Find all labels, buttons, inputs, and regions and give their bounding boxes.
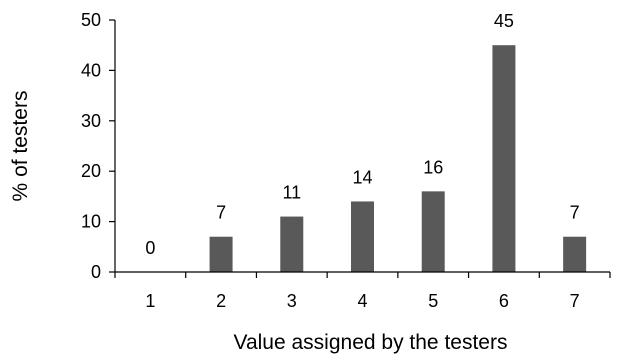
x-tick-label: 7 <box>570 291 580 311</box>
y-axis-ticks: 0 10 20 30 40 50 <box>81 10 115 282</box>
bar <box>209 236 233 272</box>
y-tick-label: 10 <box>81 212 101 232</box>
data-label: 16 <box>423 157 443 177</box>
x-tick-label: 5 <box>428 291 438 311</box>
y-tick-label: 30 <box>81 111 101 131</box>
x-tick-label: 2 <box>216 291 226 311</box>
bar <box>421 191 445 272</box>
y-tick-label: 20 <box>81 161 101 181</box>
data-label: 11 <box>282 183 301 203</box>
y-tick-label: 40 <box>81 60 101 80</box>
bars <box>209 45 587 273</box>
bar <box>563 236 587 272</box>
data-label: 14 <box>352 167 372 187</box>
x-tick-label: 3 <box>287 291 297 311</box>
data-label: 7 <box>570 203 580 223</box>
y-tick-label: 0 <box>91 262 101 282</box>
y-axis-title: % of testers <box>9 91 32 202</box>
x-axis-ticks: 1 2 3 4 5 6 7 <box>114 272 611 311</box>
bar <box>351 201 374 272</box>
data-label: 45 <box>494 11 514 31</box>
x-tick-label: 1 <box>145 291 155 311</box>
x-tick-label: 6 <box>499 291 509 311</box>
data-label: 7 <box>216 203 226 223</box>
data-labels: 0 7 11 14 16 45 7 <box>145 11 579 258</box>
x-axis-title: Value assigned by the testers <box>234 331 508 354</box>
bar <box>492 45 516 273</box>
data-label: 0 <box>145 238 155 258</box>
x-tick-label: 4 <box>357 291 367 311</box>
bar <box>280 216 304 272</box>
y-tick-label: 50 <box>81 10 101 30</box>
